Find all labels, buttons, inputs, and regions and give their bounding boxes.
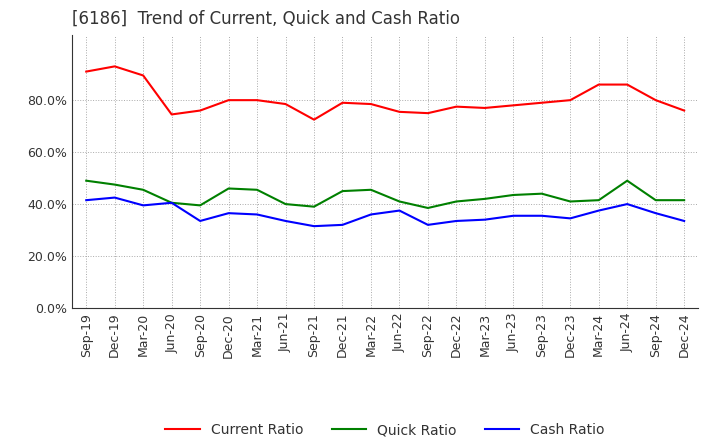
Quick Ratio <box>225 186 233 191</box>
Quick Ratio <box>282 202 290 207</box>
Cash Ratio <box>452 218 461 224</box>
Current Ratio <box>253 98 261 103</box>
Current Ratio <box>537 100 546 106</box>
Cash Ratio <box>680 218 688 224</box>
Quick Ratio <box>537 191 546 196</box>
Legend: Current Ratio, Quick Ratio, Cash Ratio: Current Ratio, Quick Ratio, Cash Ratio <box>160 418 611 440</box>
Current Ratio <box>225 98 233 103</box>
Current Ratio <box>338 100 347 106</box>
Cash Ratio <box>338 222 347 227</box>
Current Ratio <box>395 109 404 114</box>
Cash Ratio <box>566 216 575 221</box>
Current Ratio <box>680 108 688 113</box>
Cash Ratio <box>139 203 148 208</box>
Current Ratio <box>139 73 148 78</box>
Current Ratio <box>423 110 432 116</box>
Current Ratio <box>366 101 375 106</box>
Cash Ratio <box>623 202 631 207</box>
Quick Ratio <box>139 187 148 192</box>
Cash Ratio <box>253 212 261 217</box>
Cash Ratio <box>366 212 375 217</box>
Current Ratio <box>566 98 575 103</box>
Quick Ratio <box>338 188 347 194</box>
Current Ratio <box>452 104 461 109</box>
Quick Ratio <box>423 205 432 211</box>
Quick Ratio <box>652 198 660 203</box>
Line: Quick Ratio: Quick Ratio <box>86 181 684 208</box>
Line: Cash Ratio: Cash Ratio <box>86 198 684 226</box>
Quick Ratio <box>566 199 575 204</box>
Quick Ratio <box>167 200 176 205</box>
Cash Ratio <box>652 210 660 216</box>
Cash Ratio <box>310 224 318 229</box>
Quick Ratio <box>110 182 119 187</box>
Quick Ratio <box>480 196 489 202</box>
Quick Ratio <box>196 203 204 208</box>
Current Ratio <box>282 101 290 106</box>
Current Ratio <box>82 69 91 74</box>
Quick Ratio <box>623 178 631 183</box>
Quick Ratio <box>310 204 318 209</box>
Quick Ratio <box>452 199 461 204</box>
Current Ratio <box>652 98 660 103</box>
Current Ratio <box>196 108 204 113</box>
Quick Ratio <box>366 187 375 192</box>
Current Ratio <box>623 82 631 87</box>
Cash Ratio <box>82 198 91 203</box>
Cash Ratio <box>509 213 518 218</box>
Quick Ratio <box>509 192 518 198</box>
Quick Ratio <box>395 199 404 204</box>
Quick Ratio <box>680 198 688 203</box>
Quick Ratio <box>82 178 91 183</box>
Quick Ratio <box>595 198 603 203</box>
Current Ratio <box>310 117 318 122</box>
Cash Ratio <box>480 217 489 222</box>
Cash Ratio <box>423 222 432 227</box>
Current Ratio <box>595 82 603 87</box>
Text: [6186]  Trend of Current, Quick and Cash Ratio: [6186] Trend of Current, Quick and Cash … <box>72 10 460 28</box>
Cash Ratio <box>537 213 546 218</box>
Cash Ratio <box>167 200 176 205</box>
Cash Ratio <box>395 208 404 213</box>
Current Ratio <box>110 64 119 69</box>
Quick Ratio <box>253 187 261 192</box>
Cash Ratio <box>196 218 204 224</box>
Line: Current Ratio: Current Ratio <box>86 66 684 120</box>
Current Ratio <box>480 105 489 110</box>
Cash Ratio <box>110 195 119 200</box>
Cash Ratio <box>282 218 290 224</box>
Current Ratio <box>167 112 176 117</box>
Cash Ratio <box>225 210 233 216</box>
Cash Ratio <box>595 208 603 213</box>
Current Ratio <box>509 103 518 108</box>
